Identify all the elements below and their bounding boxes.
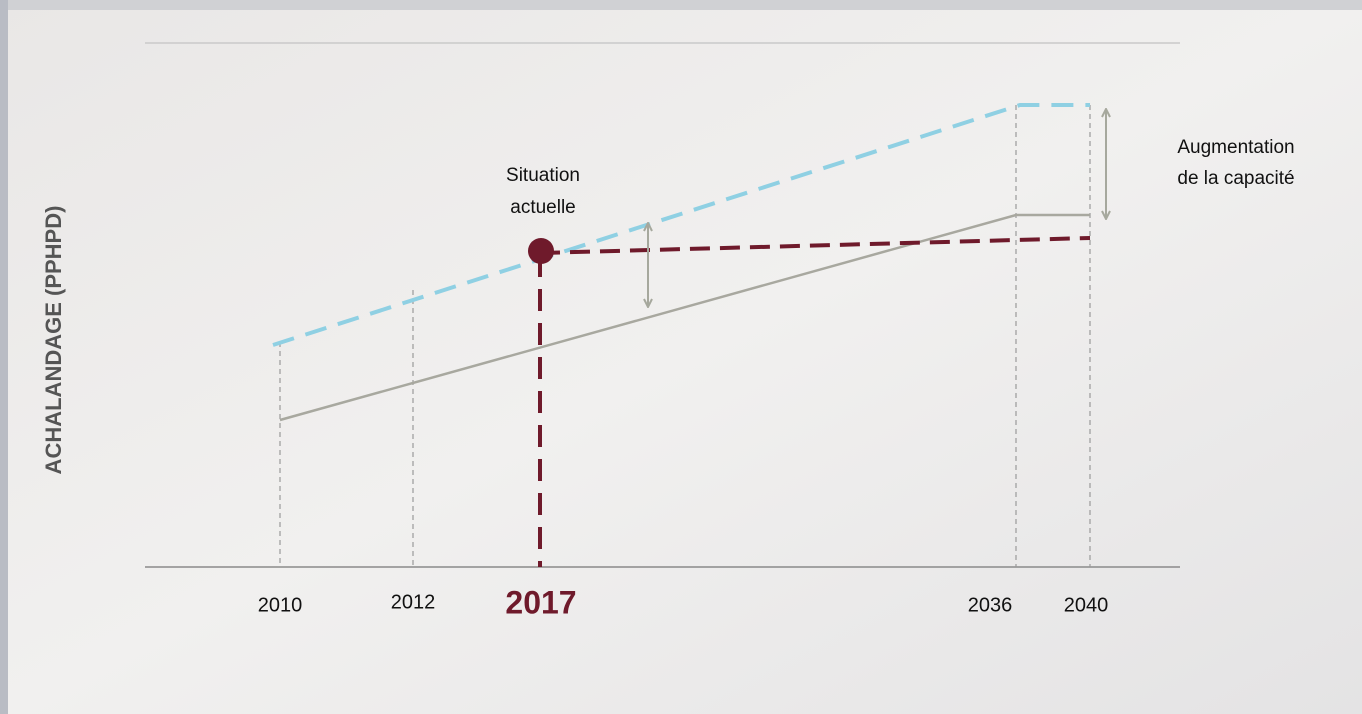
annotation: de la capacité — [1177, 168, 1294, 189]
current-capacity-line — [539, 236, 1091, 255]
frame-top — [8, 0, 1362, 10]
ridership-line — [279, 213, 1090, 422]
annotation: Situation — [506, 165, 580, 186]
y-axis-label: ACHALANDAGE (PPHPD) — [41, 206, 66, 475]
year-label: 2012 — [391, 591, 436, 613]
year-label: 2040 — [1064, 594, 1109, 616]
annotation: actuelle — [510, 197, 576, 218]
frame-edge — [0, 0, 8, 714]
current-year-label: 2017 — [505, 584, 576, 620]
year-label: 2036 — [968, 594, 1013, 616]
capacity-line — [272, 103, 1090, 347]
year-label: 2010 — [258, 594, 303, 616]
annotation: Augmentation — [1177, 137, 1294, 158]
current-situation-dot — [528, 238, 554, 264]
year-guides — [279, 105, 1091, 567]
